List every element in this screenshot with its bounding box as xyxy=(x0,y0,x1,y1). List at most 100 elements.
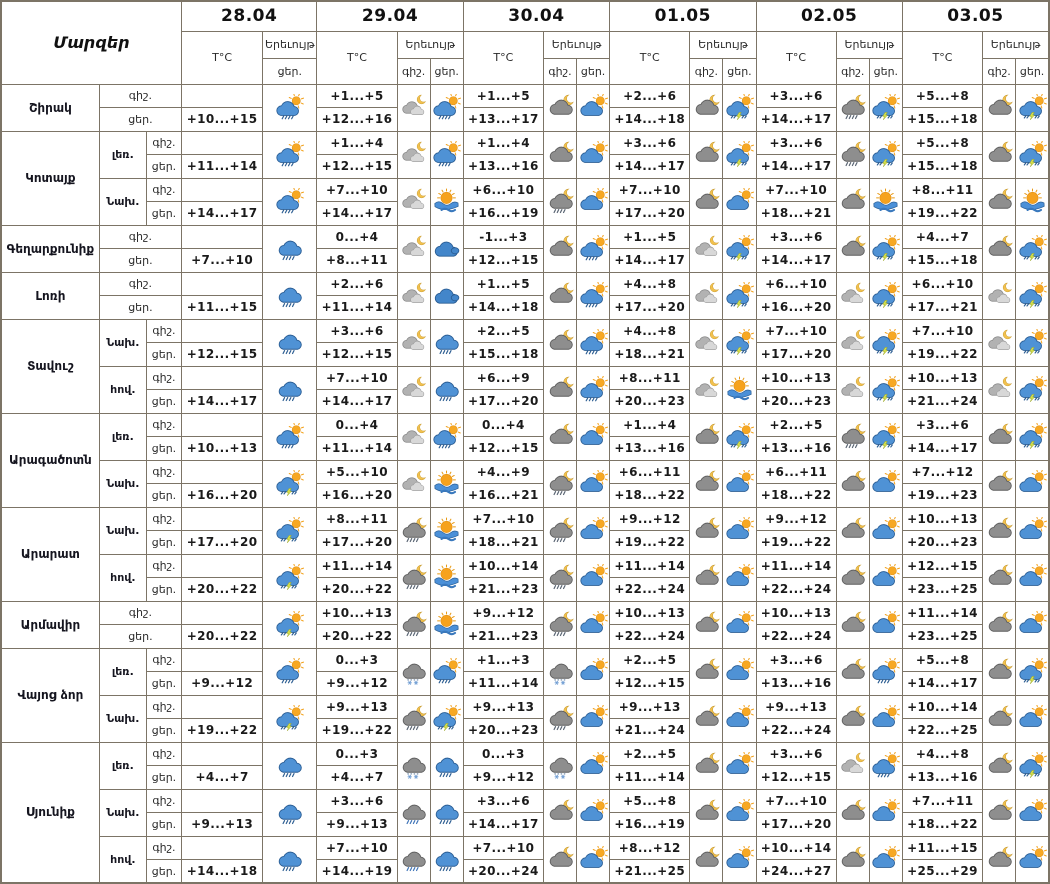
sun-cloud-icon xyxy=(872,470,901,492)
forecast-row-night: Տավուշ Նախ. գիշ. +3...+6 +2...+5 +4...+8 +7...… xyxy=(0,318,1050,414)
temp-day: +19...+22 xyxy=(316,718,398,743)
sun-cloud-rain-cell xyxy=(262,83,318,132)
thunder-day-icon xyxy=(1018,752,1047,779)
temp-day: +18...+22 xyxy=(755,483,837,508)
sun-cloud-icon xyxy=(726,658,754,680)
forecast-row-day: ցեր. +10...+13 +11...+14 +12...+15 +13...+16… xyxy=(1,436,1049,461)
sun-cloud-icon xyxy=(726,845,754,868)
sun-cloud-icon xyxy=(579,564,608,586)
temp-night: +6...+10 xyxy=(901,271,984,296)
thunder-day-icon xyxy=(726,141,754,168)
region-name: Սյունիք xyxy=(0,741,100,884)
forecast-row-night: հով. գիշ. +11...+14 +10...+14 +11...+14 +11..… xyxy=(1,553,1050,602)
moon-cloud-rain-icon xyxy=(841,423,867,449)
temp-night: +8...+11 xyxy=(609,365,691,390)
moon-cloud-rain-cell xyxy=(542,553,578,602)
moon-clouds-cell xyxy=(396,365,431,414)
day-label: ցեր. xyxy=(145,812,183,837)
moon-cloud-cell xyxy=(689,459,724,508)
temp-night: +3...+6 xyxy=(901,412,984,437)
sun-cloud-icon xyxy=(872,705,901,727)
temp-night: -1...+3 xyxy=(462,224,544,249)
night-header: գիշ. xyxy=(542,57,578,85)
temp-day: +19...+22 xyxy=(609,530,691,555)
moon-clouds-cell xyxy=(835,318,870,367)
temp-night xyxy=(181,600,264,625)
moon-cloud-icon xyxy=(695,846,720,867)
night-label: գիշ. xyxy=(145,177,183,202)
moon-cloud-rain-icon xyxy=(549,611,574,637)
thunder-day-icon xyxy=(1018,141,1047,168)
temp-night: +2...+6 xyxy=(316,271,398,296)
thunder-day-cell xyxy=(868,365,903,414)
temp-day: +12...+16 xyxy=(316,107,398,132)
temp-night: +3...+6 xyxy=(316,318,398,343)
temp-night xyxy=(181,177,264,202)
moon-cloud-icon xyxy=(695,705,720,726)
cloud-rain-gray-cell xyxy=(396,788,431,837)
sun-cloud-rain-cell xyxy=(262,177,318,226)
sun-cloud-icon xyxy=(579,799,608,821)
moon-cloud-cell xyxy=(982,177,1017,226)
temp-night: +4...+9 xyxy=(462,459,544,484)
sun-cloud-rain-icon xyxy=(276,423,305,449)
date-header-4: 01.05 xyxy=(609,0,757,32)
thunder-day-icon xyxy=(872,329,901,356)
day-header: ցեր. xyxy=(429,57,464,85)
cloud-sleet-cell xyxy=(396,741,431,790)
cloud-rain-icon xyxy=(279,287,303,308)
moon-cloud-rain-icon xyxy=(402,517,427,543)
phenomenon-header: Երեւույթ xyxy=(982,30,1050,59)
forecast-row-night: հով. գիշ. +7...+10 +6...+9 +8...+11 +10...+13… xyxy=(1,365,1050,414)
forecast-row-day: ցեր. +4...+7 +4...+7 +9...+12 +11...+14 +12..… xyxy=(1,765,1049,790)
temp-day: +21...+25 xyxy=(609,859,691,884)
thunder-day-cell xyxy=(262,506,318,555)
sun-cloud-icon xyxy=(579,658,608,680)
night-header: գիշ. xyxy=(689,57,724,85)
sun-cloud-icon xyxy=(1018,611,1047,633)
forecast-row-night: Նախ. գիշ. +9...+13 +9...+13 +9...+13 +9...+13… xyxy=(1,694,1050,743)
temp-header: T°C xyxy=(755,30,837,85)
temp-night: +11...+14 xyxy=(755,553,837,578)
temp-day: +20...+24 xyxy=(462,859,544,884)
temp-day: +14...+19 xyxy=(316,859,398,884)
moon-cloud-cell xyxy=(689,694,724,743)
temp-day: +25...+29 xyxy=(901,859,984,884)
temp-night: +9...+12 xyxy=(462,600,544,625)
temp-night xyxy=(181,318,264,343)
day-label: ցեր. xyxy=(145,436,183,461)
temp-day: +14...+18 xyxy=(462,295,544,320)
temp-night: +8...+11 xyxy=(901,177,984,202)
temp-day: +14...+17 xyxy=(755,248,837,273)
temp-night: +7...+12 xyxy=(901,459,984,484)
moon-cloud-rain-icon xyxy=(402,705,427,731)
forecast-row-day: ցեր. +20...+22 +20...+22 +21...+23 +22...+24… xyxy=(1,577,1049,602)
moon-clouds-icon xyxy=(695,235,720,256)
day-label: ցեր. xyxy=(145,154,183,179)
sun-fog-cell xyxy=(429,600,464,649)
temp-day: +4...+7 xyxy=(181,765,264,790)
sun-cloud-cell xyxy=(868,835,903,884)
moon-clouds-icon xyxy=(695,282,720,303)
moon-clouds-cell xyxy=(982,365,1017,414)
subregion-label: լեռ. xyxy=(98,647,147,696)
moon-cloud-cell xyxy=(542,835,578,884)
temp-night xyxy=(181,506,264,531)
temp-day: +13...+16 xyxy=(755,671,837,696)
moon-cloud-icon xyxy=(988,470,1013,491)
night-label: գիշ. xyxy=(145,647,183,672)
temp-night: +3...+6 xyxy=(755,130,837,155)
sun-fog-icon xyxy=(873,188,898,213)
temp-day: +12...+15 xyxy=(462,436,544,461)
thunder-day-cell xyxy=(262,600,318,649)
moon-cloud-rain-icon xyxy=(549,188,574,214)
cloud-rain-cell xyxy=(262,224,318,273)
moon-cloud-icon xyxy=(988,141,1013,162)
moon-cloud-icon xyxy=(695,423,720,444)
thunder-day-cell xyxy=(868,224,903,273)
temp-night: +2...+6 xyxy=(609,83,691,108)
temp-day: +22...+25 xyxy=(901,718,984,743)
temp-day: +14...+17 xyxy=(755,154,837,179)
day-header: ցեր. xyxy=(722,57,757,85)
moon-cloud-cell xyxy=(542,788,578,837)
